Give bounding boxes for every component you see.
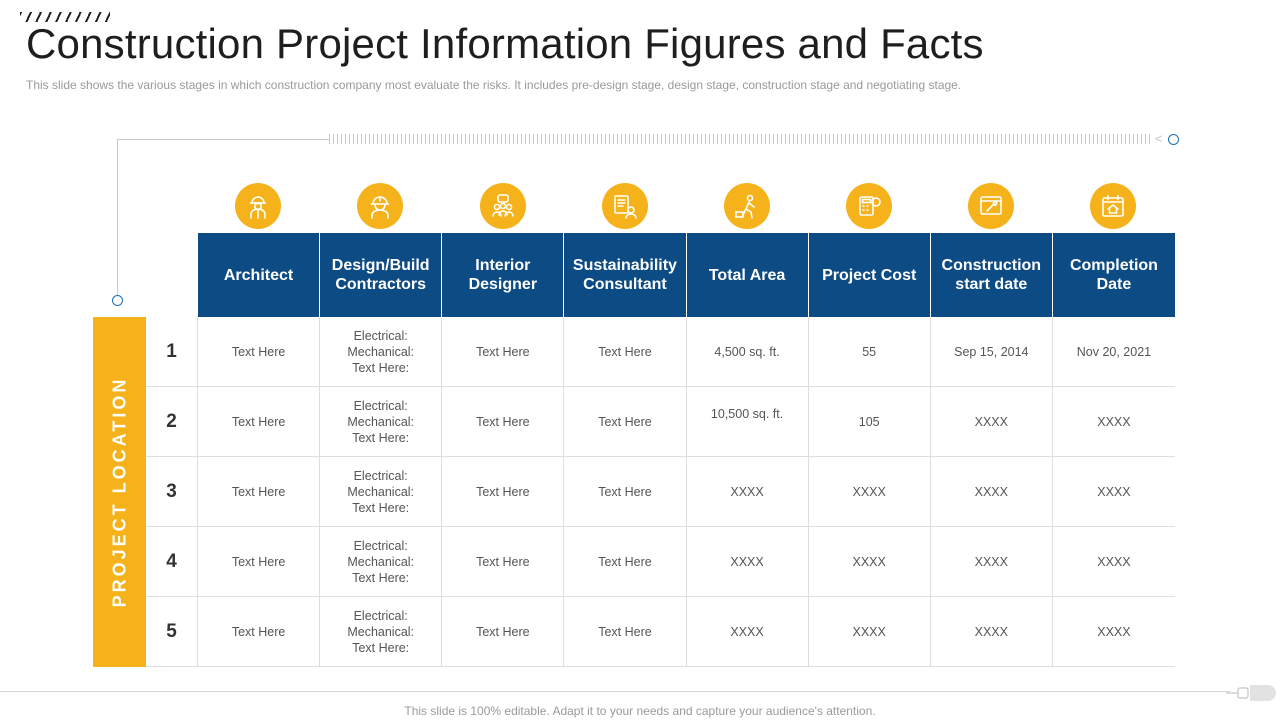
table-cell: Text Here (198, 387, 321, 456)
column-header-completion-date: Completion Date (1052, 233, 1175, 317)
table-cell: Text Here (442, 317, 565, 386)
table-cell: Sep 15, 2014 (931, 317, 1053, 386)
column-header-architect: Architect (198, 233, 321, 317)
table-cell: XXXX (1097, 554, 1131, 569)
column-header-project-cost: Project Cost (808, 233, 931, 317)
table-cell: Text Here (198, 527, 321, 596)
row-number: 1 (146, 317, 198, 386)
row-number: 3 (146, 457, 198, 526)
table-header: Architect Design/Build Contractors Inter… (198, 233, 1175, 317)
table-body: 1 Text Here Electrical: Mechanical: Text… (146, 317, 1175, 667)
connector-horizontal-line (117, 139, 329, 140)
connector-dot-right (1168, 134, 1179, 145)
table-cell: Electrical: Mechanical: Text Here: (320, 527, 443, 596)
table-cell: 4,500 sq. ft. (687, 317, 809, 386)
table-cell: 10,500 sq. ft. (687, 387, 809, 456)
table-cell: Text Here (442, 597, 565, 666)
column-header-start-date: Construction start date (930, 233, 1053, 317)
page-subtitle: This slide shows the various stages in w… (26, 78, 962, 92)
team-icon (480, 183, 526, 229)
project-location-label: PROJECT LOCATION (109, 376, 129, 608)
row-number: 2 (146, 387, 198, 456)
connector-arrow-icon: < (1155, 131, 1163, 146)
table-cell: 55 (809, 317, 931, 386)
column-header-interior-designer: Interior Designer (442, 233, 565, 317)
engineer-helmet-icon (357, 183, 403, 229)
table-cell: Text Here (442, 527, 565, 596)
builder-icon (724, 183, 770, 229)
table-cell: Text Here (564, 527, 687, 596)
calendar-house-icon (1090, 183, 1136, 229)
page-title: Construction Project Information Figures… (26, 20, 984, 67)
table-cell: XXXX (931, 527, 1053, 596)
connector-vertical-line (117, 139, 118, 295)
column-header-total-area: Total Area (686, 233, 809, 317)
calculator-icon (846, 183, 892, 229)
table-cell: XXXX (687, 527, 809, 596)
project-location-bar: PROJECT LOCATION (93, 317, 146, 667)
table-cell: Electrical: Mechanical: Text Here: (320, 317, 443, 386)
table-cell: Text Here (442, 457, 565, 526)
table-row: 1 Text Here Electrical: Mechanical: Text… (146, 317, 1175, 387)
table-cell: XXXX (931, 457, 1053, 526)
row-number: 5 (146, 597, 198, 666)
column-header-sustainability: Sustainability Consultant (564, 233, 687, 317)
table-cell: Electrical: Mechanical: Text Here: (320, 387, 443, 456)
table-cell: XXXX (1097, 484, 1131, 499)
footer-note: This slide is 100% editable. Adapt it to… (404, 704, 876, 718)
connector-dashed-line (329, 134, 1151, 144)
table-cell: XXXX (1097, 624, 1131, 639)
footer-divider (0, 691, 1230, 692)
table-cell: XXXX (809, 457, 931, 526)
table-cell: XXXX (809, 527, 931, 596)
table-cell: XXXX (809, 597, 931, 666)
blueprint-icon (602, 183, 648, 229)
table-cell: Nov 20, 2021 (1076, 344, 1152, 359)
worker-icon (235, 183, 281, 229)
table-cell: XXXX (931, 387, 1053, 456)
table-cell: Text Here (564, 597, 687, 666)
table-cell: XXXX (687, 457, 809, 526)
table-cell: Electrical: Mechanical: Text Here: (320, 597, 443, 666)
table-row: 2 Text Here Electrical: Mechanical: Text… (146, 387, 1175, 457)
decorative-hatch (20, 12, 110, 22)
table-cell: Text Here (564, 457, 687, 526)
table-cell: Text Here (198, 597, 321, 666)
column-header-contractors: Design/Build Contractors (320, 233, 443, 317)
browser-tools-icon (968, 183, 1014, 229)
table-cell: Text Here (564, 387, 687, 456)
table-cell: Text Here (198, 317, 321, 386)
table-cell: 105 (809, 387, 931, 456)
table-cell: Text Here (198, 457, 321, 526)
table-cell: XXXX (931, 597, 1053, 666)
connector-dot-left (112, 295, 123, 306)
table-row: 4 Text Here Electrical: Mechanical: Text… (146, 527, 1175, 597)
table-cell: Text Here (442, 387, 565, 456)
table-row: 5 Text Here Electrical: Mechanical: Text… (146, 597, 1175, 667)
table-cell: Text Here (564, 317, 687, 386)
table-cell: Electrical: Mechanical: Text Here: (320, 457, 443, 526)
row-number: 4 (146, 527, 198, 596)
table-row: 3 Text Here Electrical: Mechanical: Text… (146, 457, 1175, 527)
table-cell: XXXX (1097, 414, 1131, 429)
plug-icon (1226, 685, 1276, 701)
table-cell: XXXX (687, 597, 809, 666)
